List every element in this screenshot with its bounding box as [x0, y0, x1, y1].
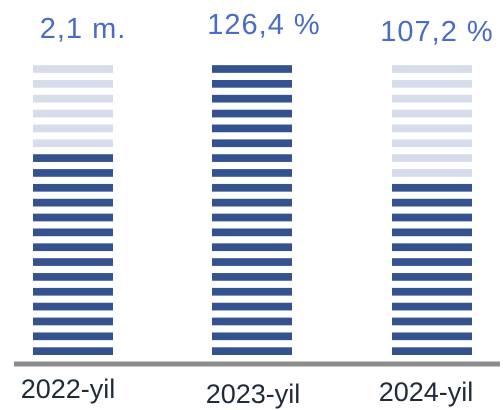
bar-2022-yil-segment-17-empty	[33, 109, 113, 118]
bar-2023-yil-segment-13-filled	[212, 169, 292, 177]
bar-2024-yil-segment-14-empty	[392, 154, 472, 162]
bar-2023-yil-segment-4-filled	[212, 302, 292, 311]
bars-group	[33, 65, 472, 355]
category-label-2023: 2023-yil	[206, 379, 301, 409]
bar-2022-yil-segment-5-filled	[33, 287, 113, 296]
bar-2023-yil-segment-20-filled	[212, 65, 292, 73]
bar-2023-yil-segment-10-filled	[212, 213, 292, 222]
data-label-2023: 126,4 %	[207, 9, 320, 41]
bar-2023-yil-segment-7-filled	[212, 258, 292, 266]
bar-2022-yil-segment-2-filled	[33, 332, 113, 341]
bar-2023-yil-segment-17-filled	[212, 109, 292, 118]
bar-2024-yil-segment-6-filled	[392, 273, 472, 281]
bar-2022-yil-segment-14-filled	[33, 154, 113, 162]
bar-2022-yil-segment-8-filled	[33, 243, 113, 252]
bar-2024-yil-segment-2-filled	[392, 332, 472, 341]
data-label-2024: 107,2 %	[380, 16, 493, 48]
bar-2023-yil-segment-1-filled	[212, 347, 292, 355]
bar-2024-yil-segment-15-empty	[392, 139, 472, 148]
bar-2023-yil-segment-11-filled	[212, 198, 292, 207]
bar-2023-yil-segment-15-filled	[212, 139, 292, 148]
bar-2023-yil-segment-12-filled	[212, 183, 292, 192]
bar-2022-yil-segment-10-filled	[33, 213, 113, 222]
bar-2024-yil-segment-4-filled	[392, 302, 472, 311]
bar-2024-yil-segment-19-empty	[392, 80, 472, 88]
bar-2023-yil-segment-5-filled	[212, 287, 292, 296]
bar-2024-yil-segment-18-empty	[392, 94, 472, 103]
bar-2022-yil-segment-9-filled	[33, 228, 113, 237]
bar-2024-yil-segment-17-empty	[392, 109, 472, 118]
bar-2024-yil-segment-5-filled	[392, 287, 472, 296]
data-label-2022: 2,1 m.	[40, 13, 127, 45]
bar-2023-yil-segment-9-filled	[212, 228, 292, 237]
bar-2024-yil-segment-9-filled	[392, 228, 472, 237]
bar-2022-yil-segment-1-filled	[33, 347, 113, 355]
bar-2022-yil-segment-20-empty	[33, 65, 113, 73]
bar-2024-yil-segment-20-empty	[392, 65, 472, 73]
bar-2022-yil-segment-4-filled	[33, 302, 113, 311]
bar-2022-yil-segment-6-filled	[33, 273, 113, 281]
bar-2023-yil-segment-19-filled	[212, 80, 292, 88]
bar-2023-yil-segment-2-filled	[212, 332, 292, 341]
bar-2022-yil-segment-18-empty	[33, 94, 113, 103]
bar-2022-yil-segment-16-empty	[33, 124, 113, 133]
bar-2022-yil-segment-13-filled	[33, 169, 113, 177]
category-label-2024: 2024-yil	[379, 377, 474, 407]
bar-2024-yil-segment-7-filled	[392, 258, 472, 266]
category-label-2022: 2022-yil	[21, 374, 116, 404]
bar-2024-yil-segment-11-filled	[392, 198, 472, 207]
bar-2022-yil-segment-7-filled	[33, 258, 113, 266]
bar-2024-yil-segment-12-filled	[392, 183, 472, 192]
bar-2024-yil-segment-10-filled	[392, 213, 472, 222]
bar-2023-yil-segment-6-filled	[212, 273, 292, 281]
bar-2022-yil-segment-19-empty	[33, 80, 113, 88]
bar-2022-yil-segment-11-filled	[33, 198, 113, 207]
bar-2022-yil-segment-15-empty	[33, 139, 113, 148]
bar-2024-yil-segment-1-filled	[392, 347, 472, 355]
bar-2024-yil-segment-13-empty	[392, 169, 472, 177]
bar-2024-yil-segment-3-filled	[392, 317, 472, 326]
bar-2024-yil-segment-16-empty	[392, 124, 472, 133]
bar-2022-yil-segment-12-filled	[33, 183, 113, 192]
bar-2023-yil-segment-18-filled	[212, 94, 292, 103]
bar-2024-yil-segment-8-filled	[392, 243, 472, 252]
bar-2023-yil-segment-16-filled	[212, 124, 292, 133]
bar-2023-yil-segment-3-filled	[212, 317, 292, 326]
bar-2023-yil-segment-8-filled	[212, 243, 292, 252]
bar-2023-yil-segment-14-filled	[212, 154, 292, 162]
bar-2022-yil-segment-3-filled	[33, 317, 113, 326]
